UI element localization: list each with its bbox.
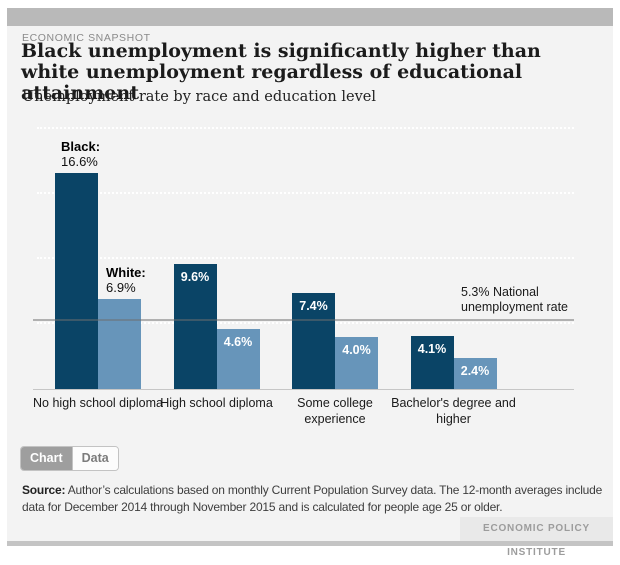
bar-black-2 <box>173 264 217 389</box>
bar-white-3 <box>335 337 378 389</box>
bar-value-label: 7.4% <box>299 298 328 313</box>
gridline-15pct <box>37 192 574 194</box>
view-toggle: Chart Data <box>20 446 119 471</box>
source-text: Author’s calculations based on monthly C… <box>22 483 603 514</box>
tab-data[interactable]: Data <box>72 447 118 470</box>
category-label: Some college experience <box>297 396 373 426</box>
bar-white-4 <box>453 357 497 389</box>
bar-white-2 <box>216 329 260 389</box>
bottom-bar <box>7 541 613 546</box>
gridline-10pct <box>37 257 574 259</box>
top-accent-bar <box>7 8 613 26</box>
bar-value-label: 2.4% <box>460 363 490 378</box>
bar-black-4 <box>410 335 454 389</box>
series-callout-black: Black: 16.6% <box>61 139 101 170</box>
bar-black-1 <box>55 173 98 389</box>
national-rate-line <box>33 319 574 322</box>
category-label: No high school diploma <box>33 396 163 410</box>
category-label: High school diploma <box>160 396 273 410</box>
series-callout-white: White: 6.9% <box>106 265 146 296</box>
bar-value-label: 4.0% <box>342 343 371 357</box>
bar-chart: 5.3% National unemployment rate Black: 16.… <box>33 127 574 426</box>
series-name-label: White: <box>106 265 146 281</box>
bar-value-label: 4.6% <box>223 335 253 350</box>
x-axis-line <box>33 389 574 390</box>
source-label: Source: <box>22 483 66 497</box>
chart-subtitle: Unemployment rate by race and education … <box>22 89 377 105</box>
bar-black-3 <box>292 292 335 389</box>
bar-value-label: 9.6% <box>180 270 210 285</box>
snapshot-panel: ECONOMIC SNAPSHOT Black unemployment is … <box>7 26 613 558</box>
bar-value-label: 4.1% <box>417 341 447 356</box>
source-note: Source: Author’s calculations based on m… <box>22 482 606 515</box>
bar-white-1 <box>98 299 141 389</box>
kicker: ECONOMIC SNAPSHOT <box>22 32 151 44</box>
epi-logo: ECONOMIC POLICY INSTITUTE <box>460 517 613 558</box>
category-label: Bachelor's degree and higher <box>391 396 516 426</box>
tab-chart[interactable]: Chart <box>21 447 73 470</box>
page-title: Black unemployment is significantly high… <box>21 40 541 104</box>
series-name-label: Black: <box>61 139 101 155</box>
national-rate-annotation: 5.3% National unemployment rate <box>461 285 569 315</box>
gridline-20pct <box>37 127 574 129</box>
